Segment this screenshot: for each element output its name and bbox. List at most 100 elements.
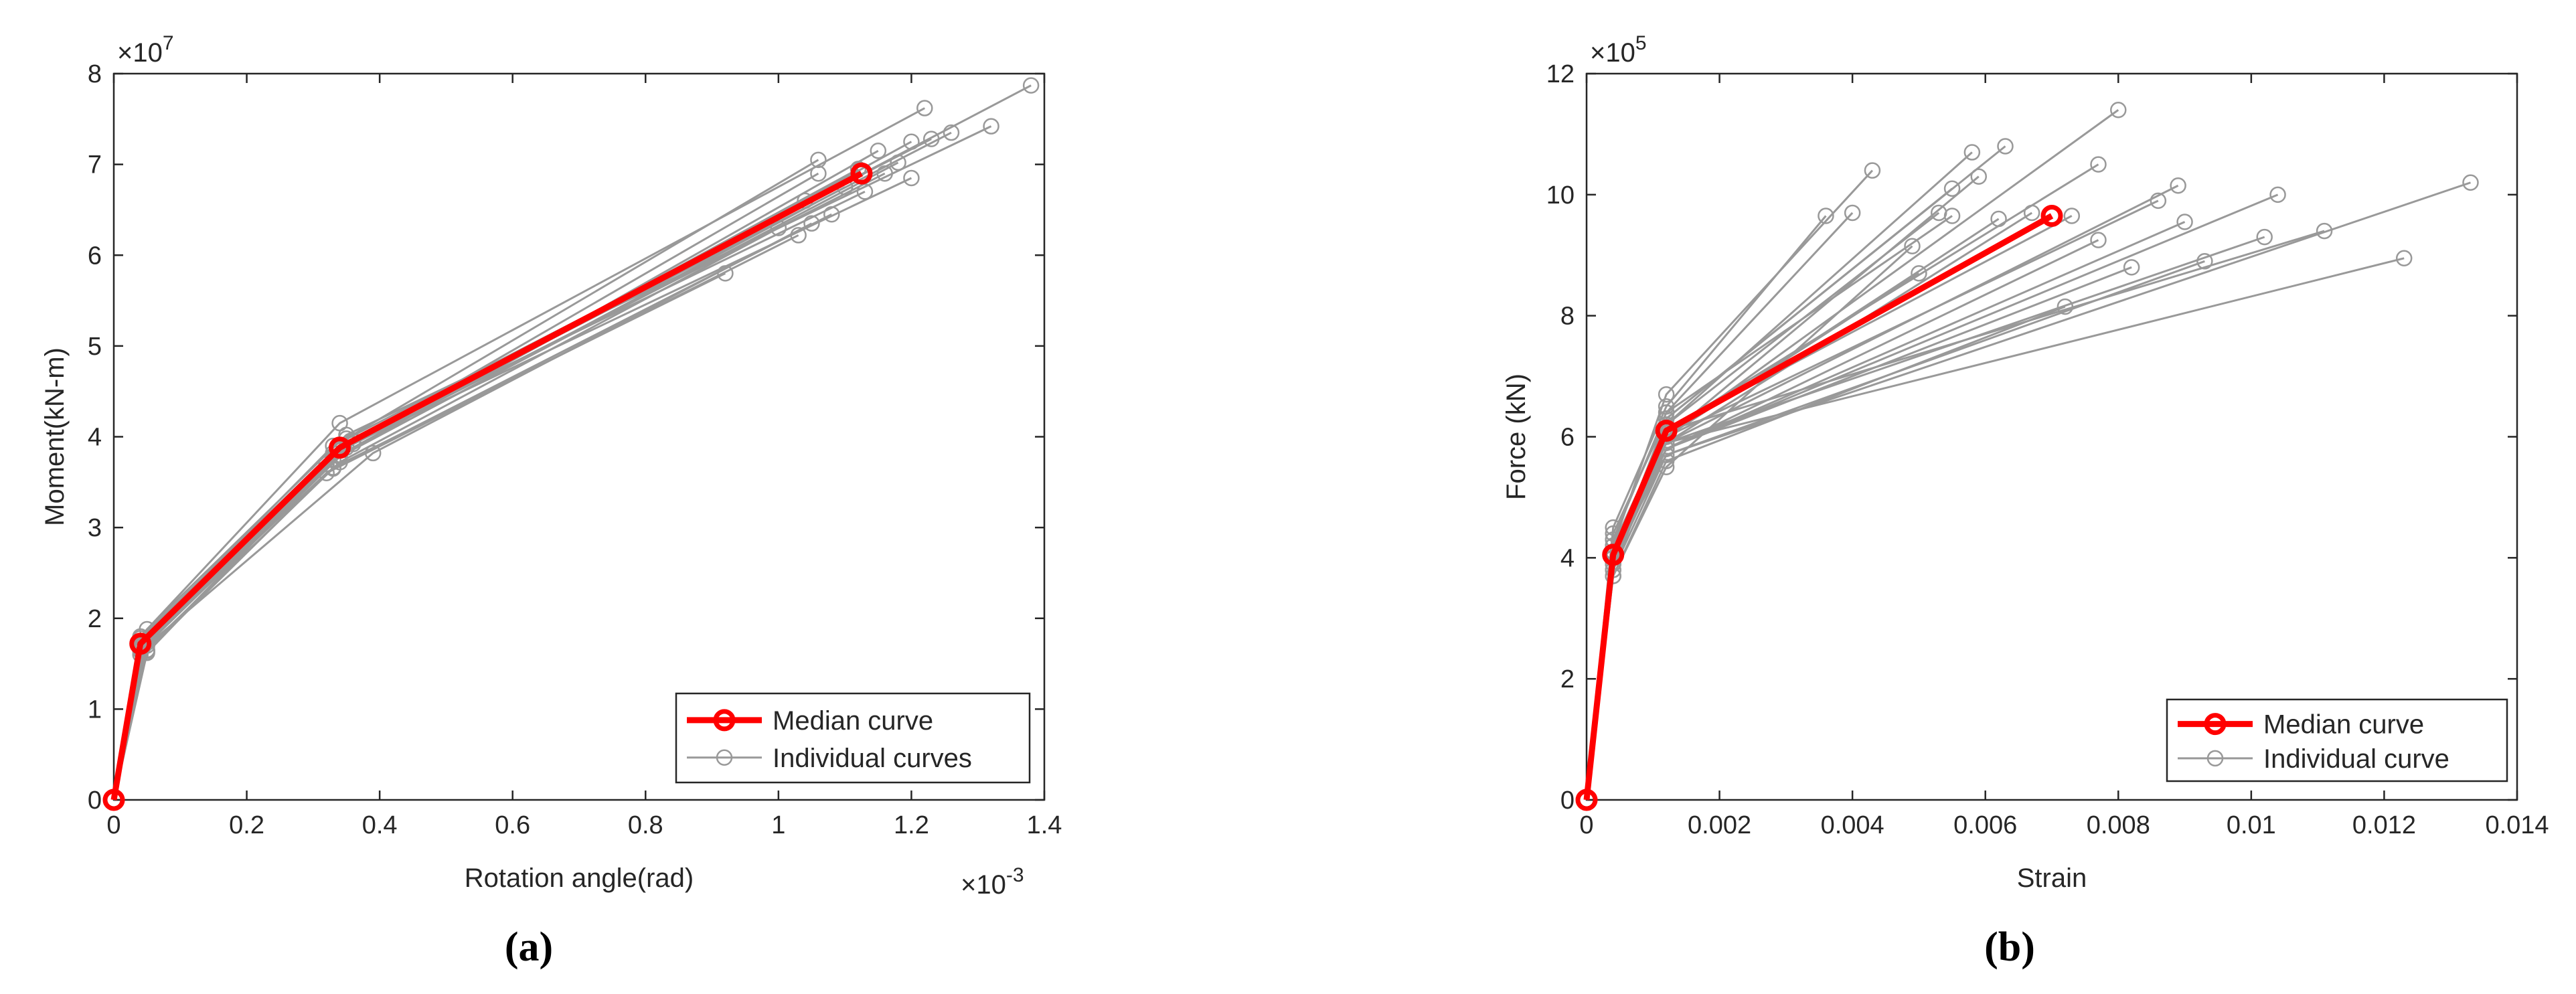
x-tick-label: 0 <box>1579 811 1593 839</box>
individual-curve-line <box>1585 184 2179 801</box>
y-tick-label: 7 <box>88 151 102 179</box>
individual-curve-line <box>1585 305 2066 801</box>
individual-curve-point <box>1943 208 1961 224</box>
y-tick-label: 2 <box>1560 665 1575 693</box>
individual-curve-point <box>1658 386 1675 403</box>
x-tick-label: 1.4 <box>1027 811 1062 839</box>
x-tick-label: 0.006 <box>1953 811 2017 839</box>
individual-curve-point <box>790 227 807 244</box>
individual-curve-line <box>112 272 726 801</box>
individual-curve-point <box>770 220 787 236</box>
legend-swatch-marker <box>713 709 736 732</box>
individual-curve-point <box>2196 253 2213 270</box>
individual-curve-point <box>1818 208 1834 224</box>
individual-curve-point <box>823 205 840 223</box>
legend: Median curve Individual curve <box>2166 698 2508 782</box>
legend-box <box>675 692 1031 784</box>
individual-curve-point <box>717 265 734 282</box>
chart-panel-b: 0 0.002 0.004 0.006 0.008 0.01 0.012 0.014 0 2 4 6 8… <box>1502 32 2549 970</box>
panel-label: (b) <box>1984 924 2035 970</box>
median-curve-line <box>1583 213 2054 801</box>
individual-curve-point <box>810 165 827 182</box>
individual-curve-point <box>870 143 887 159</box>
individual-curve-point <box>1844 204 1861 222</box>
x-tick-label: 0.01 <box>2227 811 2276 839</box>
individual-curve-point <box>922 131 940 147</box>
individual-curve-line <box>1585 169 1874 801</box>
legend-label: Individual curve <box>2263 744 2449 774</box>
x-tick-label: 0.014 <box>2485 811 2549 839</box>
y-tick-label: 12 <box>1546 60 1575 88</box>
individual-curve-point <box>943 124 960 141</box>
chart-panel-a: 0 0.2 0.4 0.6 0.8 1 1.2 1.4 0 1 2 3 4 5 6 7 8 Rotation an… <box>40 32 1062 970</box>
individual-curve-line <box>1585 163 2099 801</box>
y-tick-label: 2 <box>88 605 102 633</box>
x-tick-label: 0.2 <box>229 811 264 839</box>
individual-curve-point <box>810 151 827 169</box>
individual-curve-point <box>903 169 920 187</box>
x-axis-exponent-power: -3 <box>1006 864 1024 886</box>
individual-curve-point <box>1997 138 2014 155</box>
y-tick-label: 0 <box>1560 786 1575 815</box>
y-axis-label: Force (kN) <box>1502 374 1531 500</box>
legend-box <box>2166 698 2508 782</box>
x-tick-label: 0.6 <box>495 811 530 839</box>
median-curve-line <box>110 171 864 801</box>
individual-curve-point <box>1970 168 1988 185</box>
y-axis-exponent: ×107 <box>117 32 174 68</box>
individual-curve-point <box>2176 214 2193 230</box>
x-axis-label: Rotation angle(rad) <box>465 863 694 893</box>
legend-label: Median curve <box>2263 710 2424 740</box>
individual-curve-point <box>876 165 893 182</box>
x-tick-label: 0.002 <box>1688 811 1751 839</box>
individual-curve-point <box>2023 204 2040 222</box>
x-tick-label: 0.8 <box>628 811 663 839</box>
legend-swatch-marker <box>2206 750 2224 767</box>
median-curve-point <box>1602 544 1625 566</box>
individual-curve-point <box>2150 192 2167 210</box>
individual-curve-point <box>2090 156 2107 173</box>
individual-curve-point <box>916 100 933 116</box>
median-curve-point <box>850 162 873 185</box>
individual-curve-point <box>1943 180 1961 197</box>
individual-curve-point <box>903 133 920 150</box>
y-tick-label: 4 <box>88 424 102 452</box>
x-tick-label: 0.4 <box>362 811 398 839</box>
individual-curve-line <box>1585 215 1827 801</box>
individual-curve-point <box>2462 174 2479 191</box>
y-tick-label: 0 <box>88 786 102 815</box>
y-tick-label: 8 <box>88 60 102 88</box>
individual-curve-line <box>1585 260 2205 801</box>
individual-curve-line <box>1585 212 2033 801</box>
individual-curve-point <box>2395 250 2413 267</box>
y-tick-label: 1 <box>88 695 102 724</box>
x-axis-exponent: ×10-3 <box>961 864 1024 900</box>
individual-curve-point <box>1864 162 1881 179</box>
median-curve-point <box>1655 419 1678 442</box>
y-tick-label: 3 <box>88 514 102 542</box>
panel-label: (a) <box>505 924 553 970</box>
y-tick-label: 4 <box>1560 544 1575 572</box>
individual-curve-point <box>2256 228 2273 246</box>
legend-label: Median curve <box>773 706 933 736</box>
legend: Median curve Individual curves <box>675 692 1031 784</box>
median-curve-point <box>102 789 125 811</box>
x-axis-label: Strain <box>2017 863 2087 893</box>
y-tick-label: 10 <box>1546 181 1575 210</box>
x-tick-label: 0.012 <box>2352 811 2416 839</box>
individual-curve-point <box>1911 265 1927 282</box>
x-tick-label: 0 <box>106 811 120 839</box>
median-curve-point <box>2040 204 2063 227</box>
individual-curve-point <box>1904 238 1921 254</box>
y-tick-label: 6 <box>1560 424 1575 452</box>
individual-curve-point <box>325 459 341 476</box>
individual-curve-point <box>1963 144 1981 161</box>
x-tick-label: 1 <box>771 811 785 839</box>
x-tick-label: 0.008 <box>2087 811 2150 839</box>
individual-curve-point <box>2269 186 2286 203</box>
y-axis-exponent-power: 7 <box>163 32 174 54</box>
individual-curve-point <box>1022 77 1040 94</box>
median-curve-point <box>129 633 152 655</box>
